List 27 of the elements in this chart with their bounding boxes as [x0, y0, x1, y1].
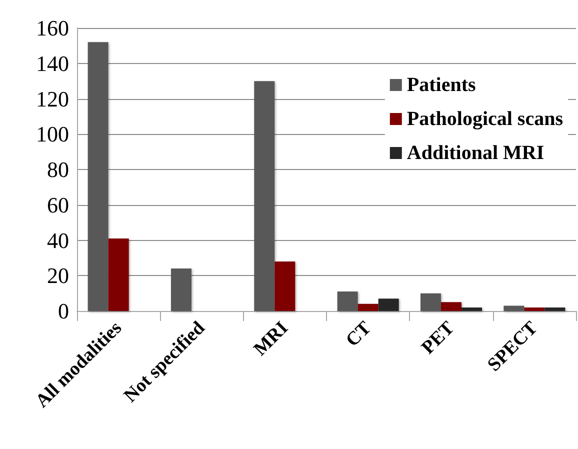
y-tick-label: 100: [36, 122, 69, 147]
y-tick-label: 0: [58, 298, 69, 324]
y-tick-label: 120: [36, 86, 69, 112]
bar: [420, 293, 441, 311]
y-tick-label: 20: [47, 263, 69, 288]
bar: [108, 238, 129, 311]
bar: [462, 307, 482, 311]
bar: [274, 261, 296, 311]
bar: [170, 268, 192, 311]
y-tick-label: 40: [47, 228, 69, 253]
x-tick-label: CT: [342, 317, 376, 352]
y-tick-label: 160: [36, 16, 69, 40]
y-tick-label: 140: [36, 50, 69, 76]
y-tick-label: 80: [47, 157, 69, 182]
legend-label: Additional MRI: [406, 142, 544, 164]
bar: [337, 292, 358, 311]
bar: [254, 81, 275, 311]
legend-label: Pathological scans: [406, 108, 564, 130]
bar: [524, 307, 545, 311]
bar: [378, 298, 399, 311]
bar: [504, 306, 524, 311]
legend-label: Patients: [406, 74, 476, 96]
bar: [358, 304, 378, 311]
bar: [88, 42, 108, 311]
y-tick-label: 60: [47, 192, 69, 218]
bar: [440, 302, 462, 311]
bar: [544, 307, 566, 311]
